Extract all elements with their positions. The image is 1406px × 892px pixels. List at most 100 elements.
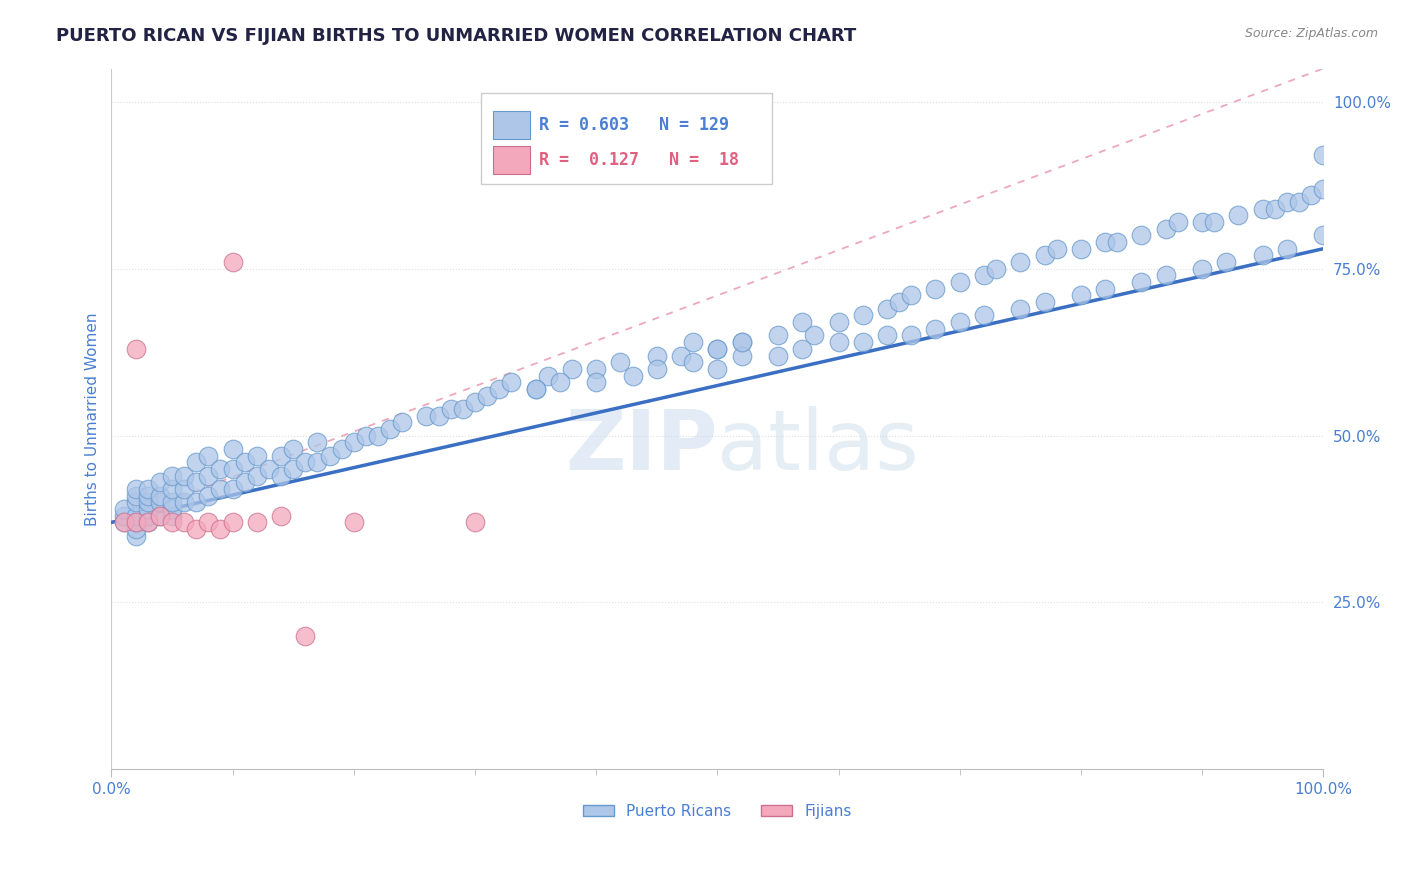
Point xyxy=(900,288,922,302)
Point xyxy=(124,342,146,356)
Point xyxy=(173,468,195,483)
Point xyxy=(949,275,972,289)
Text: atlas: atlas xyxy=(717,407,920,487)
Point xyxy=(1215,255,1237,269)
Point xyxy=(924,282,946,296)
Point xyxy=(1312,228,1334,243)
Text: R =  0.127   N =  18: R = 0.127 N = 18 xyxy=(538,151,740,169)
Point xyxy=(221,482,243,496)
Point xyxy=(124,516,146,530)
Point xyxy=(330,442,353,456)
Point xyxy=(1312,148,1334,162)
Point xyxy=(112,502,135,516)
Point xyxy=(318,449,340,463)
Point xyxy=(173,495,195,509)
Point xyxy=(186,522,208,536)
Point xyxy=(173,516,195,530)
Point xyxy=(645,349,668,363)
Text: ZIP: ZIP xyxy=(565,407,717,487)
Point xyxy=(1191,261,1213,276)
Point xyxy=(233,455,256,469)
Point xyxy=(1275,242,1298,256)
Point xyxy=(283,442,305,456)
Point xyxy=(221,462,243,476)
Point xyxy=(221,255,243,269)
Point xyxy=(124,522,146,536)
Point xyxy=(609,355,631,369)
Point xyxy=(160,482,183,496)
Point xyxy=(246,468,269,483)
Point xyxy=(464,395,486,409)
Point xyxy=(124,495,146,509)
Text: R = 0.603   N = 129: R = 0.603 N = 129 xyxy=(538,116,730,134)
Point xyxy=(501,375,523,389)
Point xyxy=(887,295,910,310)
Point xyxy=(730,349,752,363)
Point xyxy=(1204,215,1226,229)
Point xyxy=(706,115,728,129)
Point xyxy=(1094,282,1116,296)
Point xyxy=(1251,202,1274,216)
Point xyxy=(1301,188,1323,202)
Point xyxy=(1167,215,1189,229)
Text: PUERTO RICAN VS FIJIAN BIRTHS TO UNMARRIED WOMEN CORRELATION CHART: PUERTO RICAN VS FIJIAN BIRTHS TO UNMARRI… xyxy=(56,27,856,45)
Point xyxy=(136,495,159,509)
Point xyxy=(1288,194,1310,209)
Bar xyxy=(494,145,530,174)
Point xyxy=(136,489,159,503)
Point xyxy=(307,435,329,450)
Point xyxy=(524,382,547,396)
Point xyxy=(792,315,814,329)
Point xyxy=(160,516,183,530)
Point xyxy=(186,455,208,469)
Point xyxy=(149,508,172,523)
Point xyxy=(209,462,232,476)
Point xyxy=(233,475,256,490)
Point xyxy=(792,342,814,356)
Point xyxy=(209,482,232,496)
Point xyxy=(246,449,269,463)
Point xyxy=(1191,215,1213,229)
Point xyxy=(1312,181,1334,195)
Point xyxy=(1130,228,1153,243)
Point xyxy=(585,362,607,376)
Point xyxy=(136,516,159,530)
Point xyxy=(354,428,377,442)
Point xyxy=(973,268,995,283)
Point xyxy=(294,455,316,469)
Point xyxy=(209,522,232,536)
Point xyxy=(766,349,789,363)
Point xyxy=(561,362,583,376)
Point xyxy=(451,401,474,416)
Point xyxy=(294,629,316,643)
Point xyxy=(112,516,135,530)
Point xyxy=(427,409,450,423)
Point xyxy=(160,508,183,523)
Point xyxy=(186,475,208,490)
Point xyxy=(270,449,292,463)
Point xyxy=(852,335,875,350)
Point xyxy=(415,409,437,423)
Point xyxy=(1227,208,1250,222)
FancyBboxPatch shape xyxy=(481,93,772,184)
Point xyxy=(136,482,159,496)
Point xyxy=(197,516,219,530)
Point xyxy=(730,335,752,350)
Point xyxy=(136,516,159,530)
Point xyxy=(1046,242,1069,256)
Point xyxy=(149,489,172,503)
Point xyxy=(186,495,208,509)
Point xyxy=(1130,275,1153,289)
Point xyxy=(343,435,366,450)
Point xyxy=(197,468,219,483)
Point xyxy=(1107,235,1129,249)
Point xyxy=(112,516,135,530)
Point xyxy=(1070,242,1092,256)
Point xyxy=(706,362,728,376)
Point xyxy=(585,375,607,389)
Point xyxy=(537,368,560,383)
Point xyxy=(307,455,329,469)
Bar xyxy=(494,111,530,138)
Point xyxy=(682,335,704,350)
Text: Source: ZipAtlas.com: Source: ZipAtlas.com xyxy=(1244,27,1378,40)
